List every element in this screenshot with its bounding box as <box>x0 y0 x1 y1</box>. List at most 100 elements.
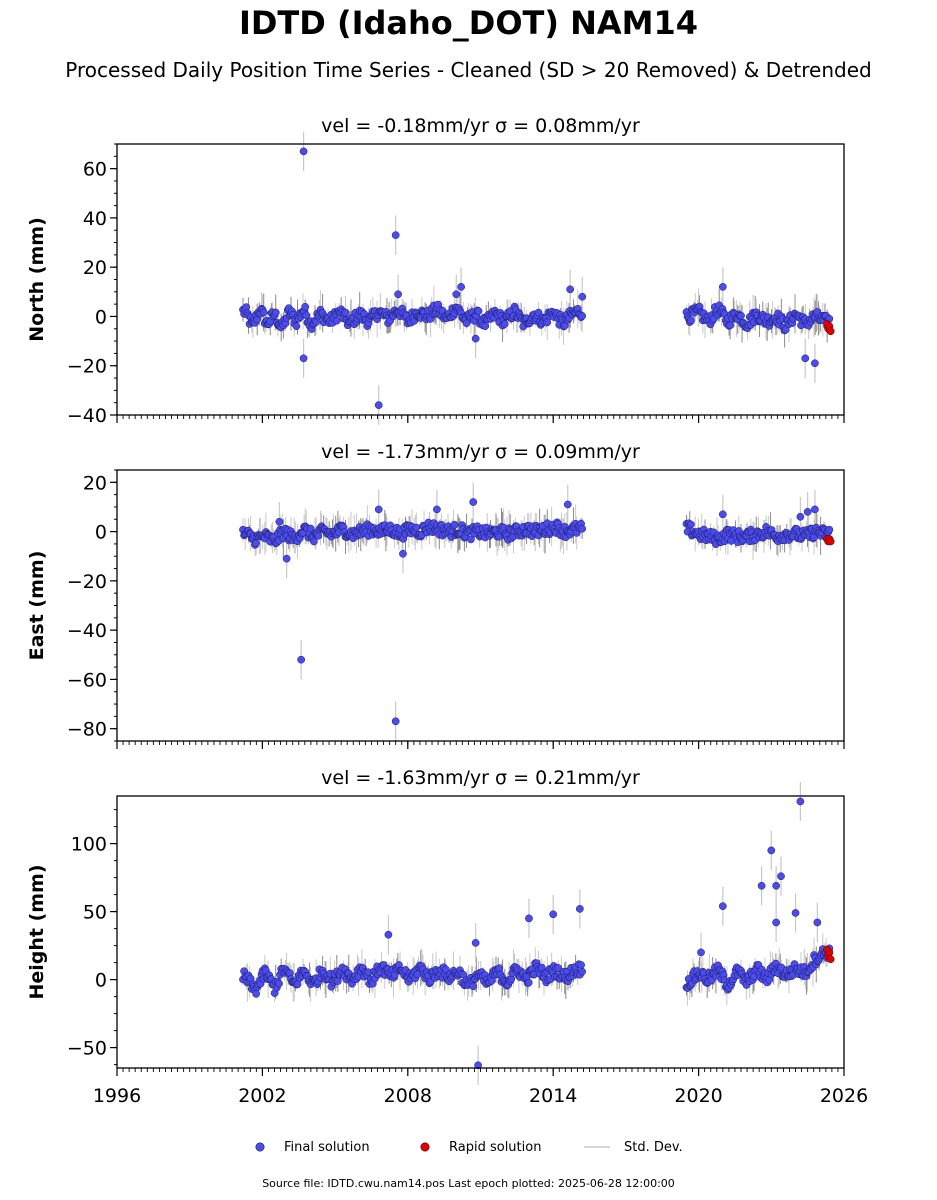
north-rapid-point <box>826 327 835 336</box>
height-final-point <box>495 964 504 973</box>
north-final-point <box>534 308 543 317</box>
north-panel-title: vel = -0.18mm/yr σ = 0.08mm/yr <box>321 115 640 137</box>
legend-rapid-marker <box>420 1142 430 1152</box>
height-xtick-label: 1996 <box>93 1085 141 1107</box>
east-ytick-label: −40 <box>67 620 107 642</box>
east-panel: vel = -1.73mm/yr σ = 0.09mm/yr East (mm)−… <box>26 441 845 749</box>
north-outlier-point <box>452 290 461 299</box>
east-outlier-point <box>297 655 306 664</box>
east-final-point <box>252 539 260 548</box>
height-outlier-point <box>777 872 785 881</box>
north-ytick-label: 40 <box>83 208 107 230</box>
east-outlier-point <box>796 512 805 521</box>
height-final-point <box>275 979 283 988</box>
legend-stddev: Std. Dev. <box>584 1136 683 1158</box>
east-outlier-point <box>563 500 572 509</box>
east-frame <box>116 469 845 742</box>
legend-rapid: Rapid solution <box>419 1136 541 1158</box>
north-outlier-point <box>457 283 465 291</box>
east-outlier-point <box>374 505 383 514</box>
height-final-point <box>554 964 563 972</box>
height-xtick-label: 2008 <box>384 1085 432 1107</box>
east-panel-title: vel = -1.73mm/yr σ = 0.09mm/yr <box>321 441 640 463</box>
east-outlier-point <box>399 549 407 558</box>
east-ytick-label: 0 <box>95 522 107 544</box>
legend-final-marker <box>255 1142 265 1152</box>
north-outlier-point <box>566 285 575 294</box>
north-outlier-point <box>718 283 727 291</box>
height-stddev-bars <box>242 781 828 1085</box>
north-ytick-label: 60 <box>83 159 107 181</box>
north-rapid-points <box>823 319 835 336</box>
legend-stddev-label: Std. Dev. <box>624 1139 683 1155</box>
legend-final-label: Final solution <box>284 1139 370 1155</box>
height-rapid-point <box>826 955 835 964</box>
east-final-point <box>306 524 315 533</box>
height-outlier-point <box>718 902 727 911</box>
north-ytick-label: −20 <box>67 356 107 378</box>
east-final-point <box>825 525 834 534</box>
north-final-points <box>239 147 834 409</box>
east-rapid-point <box>826 537 835 546</box>
north-outlier-point <box>391 231 400 240</box>
north-outlier-point <box>471 334 480 343</box>
height-outlier-point <box>767 846 776 855</box>
height-outlier-point <box>525 914 533 923</box>
page-subtitle: Processed Daily Position Time Series - C… <box>65 58 872 82</box>
east-stddev-bars <box>242 482 826 741</box>
height-ytick-label: −50 <box>67 1038 107 1060</box>
height-outlier-point <box>772 918 780 927</box>
north-ytick-label: 20 <box>83 257 107 279</box>
east-final-point <box>412 523 421 532</box>
north-ytick-label: −40 <box>67 405 107 427</box>
east-ytick-label: −20 <box>67 571 107 593</box>
north-outlier-point <box>801 354 810 363</box>
north-final-point <box>578 312 587 320</box>
north-panel: vel = -0.18mm/yr σ = 0.08mm/yr North (mm)… <box>26 115 845 427</box>
height-outlier-point <box>384 930 393 939</box>
height-ylabel: Height (mm) <box>26 864 48 999</box>
east-final-point <box>686 520 695 529</box>
north-final-point <box>332 316 341 325</box>
east-outlier-point <box>391 717 400 726</box>
east-final-point <box>450 520 459 529</box>
north-final-point <box>259 308 268 317</box>
height-outlier-point <box>813 918 822 927</box>
east-final-points <box>239 498 834 726</box>
height-xtick-label: 2002 <box>238 1085 286 1107</box>
height-final-point <box>578 967 587 976</box>
north-final-point <box>271 308 280 317</box>
north-outlier-point <box>299 147 308 156</box>
height-panel: vel = -1.63mm/yr σ = 0.21mm/yr Height (mm… <box>26 767 868 1107</box>
north-final-point <box>686 316 695 325</box>
height-final-point <box>252 990 260 998</box>
east-ytick-label: 20 <box>83 472 107 494</box>
east-ylabel: East (mm) <box>26 551 48 661</box>
north-outlier-point <box>811 359 819 368</box>
east-outlier-point <box>275 517 284 526</box>
east-final-point <box>314 531 323 540</box>
north-final-point <box>302 311 311 320</box>
height-panel-title: vel = -1.63mm/yr σ = 0.21mm/yr <box>321 767 640 789</box>
height-final-point <box>469 982 477 991</box>
east-final-point <box>467 535 475 544</box>
north-outlier-point <box>374 401 383 409</box>
height-ytick-label: 0 <box>95 970 107 992</box>
height-outlier-point <box>697 948 705 957</box>
north-frame <box>116 143 845 416</box>
height-rapid-points <box>823 945 835 964</box>
height-ytick-label: 50 <box>83 902 107 924</box>
east-ytick-label: −60 <box>67 669 107 691</box>
north-final-point <box>500 320 509 328</box>
east-rapid-points <box>823 535 835 546</box>
height-outlier-point <box>474 1061 482 1070</box>
north-ytick-label: 0 <box>95 306 107 328</box>
legend-stddev-marker <box>584 1146 610 1148</box>
east-outlier-point <box>433 505 441 514</box>
north-outlier-point <box>299 354 308 363</box>
north-final-point <box>301 302 310 311</box>
east-outlier-point <box>282 554 291 563</box>
height-frame <box>116 795 845 1069</box>
north-stddev-bars <box>242 131 828 425</box>
